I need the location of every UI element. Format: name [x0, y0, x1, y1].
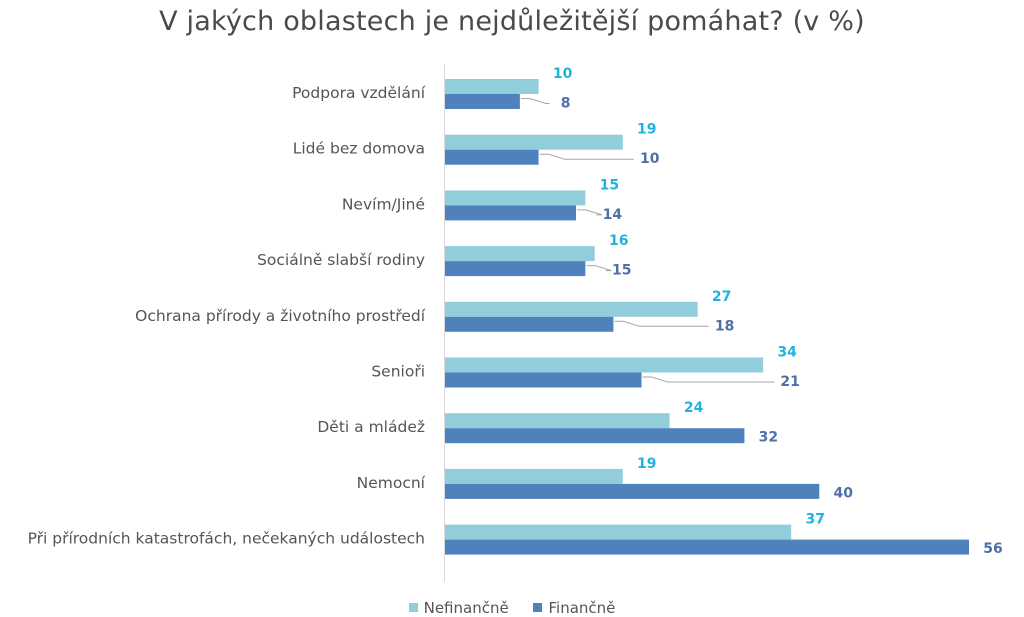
data-label-financne: 14: [603, 207, 623, 223]
data-label-nefinancne: 16: [609, 233, 628, 249]
data-label-financne: 8: [561, 96, 571, 112]
bar-chart: Podpora vzdělání 10 8 Lidé bez domova 19 10 Ne…: [28, 64, 1003, 582]
leader-line: [520, 98, 550, 104]
data-label-nefinancne: 37: [805, 512, 824, 528]
data-label-nefinancne: 15: [600, 177, 619, 193]
legend-item-nefinancne: Nefinančně: [408, 598, 509, 617]
bar-financne: [445, 539, 969, 555]
category-label: Podpora vzdělání: [292, 84, 426, 102]
data-label-nefinancne: 19: [637, 122, 656, 138]
data-label-nefinancne: 24: [684, 400, 704, 416]
data-label-financne: 15: [612, 263, 631, 279]
bar-financne: [445, 94, 520, 109]
bars-group: Podpora vzdělání 10 8 Lidé bez domova 19 10 Ne…: [28, 66, 1003, 557]
data-label-financne: 32: [759, 430, 778, 446]
bar-nefinancne: [445, 524, 792, 540]
leader-line: [586, 265, 612, 272]
bar-nefinancne: [445, 468, 623, 484]
category-label: Sociálně slabší rodiny: [257, 251, 425, 269]
data-label-financne: 40: [834, 485, 854, 501]
data-label-nefinancne: 10: [553, 66, 573, 82]
data-label-financne: 56: [983, 541, 1002, 557]
bar-nefinancne: [445, 190, 586, 206]
legend-item-financne: Finančně: [533, 599, 615, 617]
legend-swatch-financne: [533, 603, 543, 612]
bar-nefinancne: [445, 246, 595, 262]
legend: Nefinančně Finančně: [0, 598, 1024, 617]
bar-financne: [445, 483, 820, 499]
data-label-financne: 10: [640, 151, 660, 167]
leader-line: [614, 320, 709, 327]
bar-financne: [445, 261, 586, 277]
legend-label-financne: Finančně: [548, 598, 616, 617]
bar-nefinancne: [445, 134, 623, 150]
bar-nefinancne: [445, 301, 698, 317]
bar-financne: [445, 205, 576, 221]
leader-line: [642, 376, 775, 383]
chart-title: V jakých oblastech je nejdůležitější pom…: [159, 6, 865, 37]
bar-nefinancne: [445, 357, 764, 373]
data-label-nefinancne: 19: [637, 456, 656, 472]
bar-nefinancne: [445, 79, 539, 94]
data-label-financne: 18: [715, 318, 734, 334]
bar-financne: [445, 372, 642, 388]
data-label-financne: 21: [780, 374, 799, 390]
legend-label-nefinancne: Nefinančně: [423, 598, 509, 617]
bar-financne: [445, 316, 614, 332]
category-label: Nevím/Jiné: [342, 195, 425, 213]
category-label: Děti a mládež: [317, 418, 425, 436]
bar-nefinancne: [445, 413, 670, 429]
category-label: Lidé bez domova: [293, 140, 425, 158]
category-label: Ochrana přírody a životního prostředí: [135, 307, 426, 325]
category-label: Nemocní: [357, 474, 426, 492]
data-label-nefinancne: 34: [777, 345, 797, 361]
leader-line: [539, 153, 634, 160]
leader-line: [577, 209, 603, 216]
category-label: Při přírodních katastrofách, nečekaných …: [28, 530, 425, 548]
bar-financne: [445, 149, 539, 165]
category-label: Senioři: [371, 363, 425, 381]
bar-financne: [445, 428, 745, 444]
data-label-nefinancne: 27: [712, 289, 731, 305]
legend-swatch-nefinancne: [408, 603, 418, 612]
